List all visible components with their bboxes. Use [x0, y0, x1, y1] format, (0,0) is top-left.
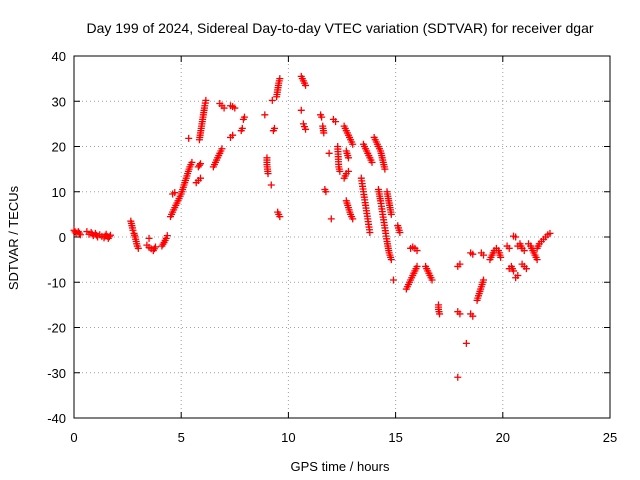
data-point	[276, 75, 284, 83]
data-point	[318, 113, 326, 121]
data-point	[327, 215, 335, 223]
data-point	[264, 170, 272, 178]
y-tick-label: 20	[52, 140, 66, 155]
data-point	[270, 124, 278, 132]
data-point	[88, 230, 96, 238]
data-point	[387, 210, 395, 218]
data-point	[202, 96, 210, 104]
data-point	[469, 250, 477, 258]
data-point	[413, 247, 421, 255]
data-point	[520, 247, 528, 255]
y-tick-label: 40	[52, 49, 66, 64]
data-point	[322, 188, 330, 196]
data-point	[344, 167, 352, 175]
data-point	[261, 111, 269, 119]
x-tick-label: 15	[388, 430, 402, 445]
x-tick-label: 0	[70, 430, 77, 445]
data-point	[366, 228, 374, 236]
data-point	[218, 145, 226, 153]
data-point	[163, 232, 171, 240]
data-point	[389, 276, 397, 284]
data-point	[105, 233, 113, 241]
y-tick-label: 30	[52, 94, 66, 109]
data-point	[462, 339, 470, 347]
data-point	[533, 256, 541, 264]
data-point	[546, 229, 554, 237]
data-point	[325, 149, 333, 157]
data-point	[368, 158, 376, 166]
data-point	[76, 231, 84, 239]
data-point	[297, 106, 305, 114]
data-point	[196, 160, 204, 168]
data-point	[188, 158, 196, 166]
data-point	[151, 243, 159, 251]
y-tick-label: -10	[47, 275, 66, 290]
data-point	[381, 165, 389, 173]
y-axis-label: SDTVAR / TECUs	[6, 185, 21, 290]
data-point	[349, 215, 357, 223]
data-point	[171, 189, 179, 197]
data-point	[480, 251, 488, 259]
data-point	[344, 154, 352, 162]
data-point	[332, 118, 340, 126]
data-point	[522, 265, 530, 273]
y-tick-label: -20	[47, 321, 66, 336]
data-point	[349, 140, 357, 148]
y-tick-label: -40	[47, 411, 66, 426]
data-point	[196, 174, 204, 182]
data-point	[106, 231, 114, 239]
x-tick-label: 25	[603, 430, 617, 445]
data-point	[145, 234, 153, 242]
y-tick-label: -30	[47, 366, 66, 381]
data-points	[70, 72, 554, 381]
data-point	[220, 104, 228, 112]
data-point	[302, 125, 310, 133]
data-point	[510, 267, 518, 275]
data-point	[454, 373, 462, 381]
y-tick-label: 0	[59, 230, 66, 245]
x-axis-label: GPS time / hours	[291, 459, 390, 474]
data-point	[229, 131, 237, 139]
data-point	[436, 310, 444, 318]
data-point	[129, 226, 137, 234]
data-point	[320, 129, 328, 137]
data-point	[456, 260, 464, 268]
data-point	[185, 134, 193, 142]
data-point	[396, 228, 404, 236]
data-point	[480, 276, 488, 284]
grid	[74, 56, 610, 418]
data-point	[514, 271, 522, 279]
data-point	[505, 244, 513, 252]
axis-ticks: 0 5 10 15 20 25 -40 -30 -20 -10 0 10 20 30 40	[47, 49, 617, 445]
x-tick-label: 10	[281, 430, 295, 445]
data-point	[195, 161, 203, 169]
data-point	[428, 276, 436, 284]
data-point	[268, 96, 276, 104]
data-point	[231, 104, 239, 112]
data-point	[497, 253, 505, 261]
data-point	[134, 244, 142, 252]
data-point	[240, 113, 248, 121]
data-point	[469, 312, 477, 320]
data-point	[267, 181, 275, 189]
y-tick-label: 10	[52, 185, 66, 200]
data-point	[336, 167, 344, 175]
data-point	[302, 81, 310, 89]
data-point	[413, 262, 421, 270]
data-point	[456, 310, 464, 318]
data-point	[75, 229, 83, 237]
x-tick-label: 5	[178, 430, 185, 445]
data-point	[387, 256, 395, 264]
chart-title: Day 199 of 2024, Sidereal Day-to-day VTE…	[86, 20, 593, 36]
x-tick-label: 20	[496, 430, 510, 445]
data-point	[238, 124, 246, 132]
data-point	[512, 233, 520, 241]
data-point	[276, 213, 284, 221]
